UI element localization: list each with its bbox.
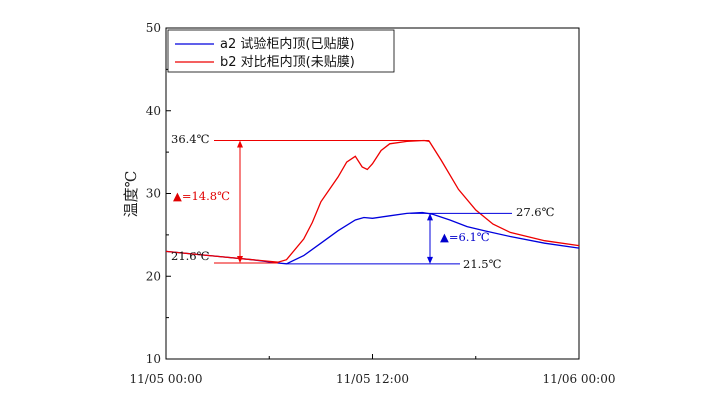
series-a-line (165, 211, 580, 265)
series-lines (165, 139, 580, 265)
y-tick-label: 40 (146, 104, 161, 118)
blue-arrow-head-up (427, 213, 433, 221)
y-tick-label: 20 (146, 269, 161, 283)
red-max-label: 36.4℃ (171, 132, 210, 146)
series-b-line (165, 139, 580, 263)
blue-min-label: 21.5℃ (463, 257, 502, 271)
red-arrow-head-up (237, 140, 243, 148)
x-tick-label: 11/06 00:00 (543, 372, 616, 386)
red-arrow-head-down (237, 256, 243, 264)
blue-delta-label: ▲=6.1℃ (440, 230, 490, 244)
x-tick-label: 11/05 12:00 (336, 372, 409, 386)
y-tick-label: 10 (146, 352, 161, 366)
legend: a2 试验柜内顶(已贴膜) b2 对比柜内顶(未贴膜) (167, 29, 395, 73)
legend-box (167, 29, 395, 73)
y-tick-label: 30 (146, 187, 161, 201)
legend-label-a: a2 试验柜内顶(已贴膜) (220, 36, 355, 52)
y-tick-label: 50 (146, 21, 161, 35)
blue-arrow-head-down (427, 256, 433, 264)
annotation-lines (214, 140, 512, 265)
legend-label-b: b2 对比柜内顶(未贴膜) (220, 54, 355, 70)
red-min-label: 21.6℃ (171, 249, 210, 263)
y-axis-title: 温度℃ (122, 171, 140, 218)
y-axis: 10 20 30 40 50 (146, 21, 171, 366)
x-tick-label: 11/05 00:00 (130, 372, 203, 386)
blue-max-label: 27.6℃ (516, 205, 555, 219)
x-axis: 11/05 00:00 11/05 12:00 11/06 00:00 (130, 354, 616, 386)
red-delta-label: ▲=14.8℃ (173, 189, 230, 203)
